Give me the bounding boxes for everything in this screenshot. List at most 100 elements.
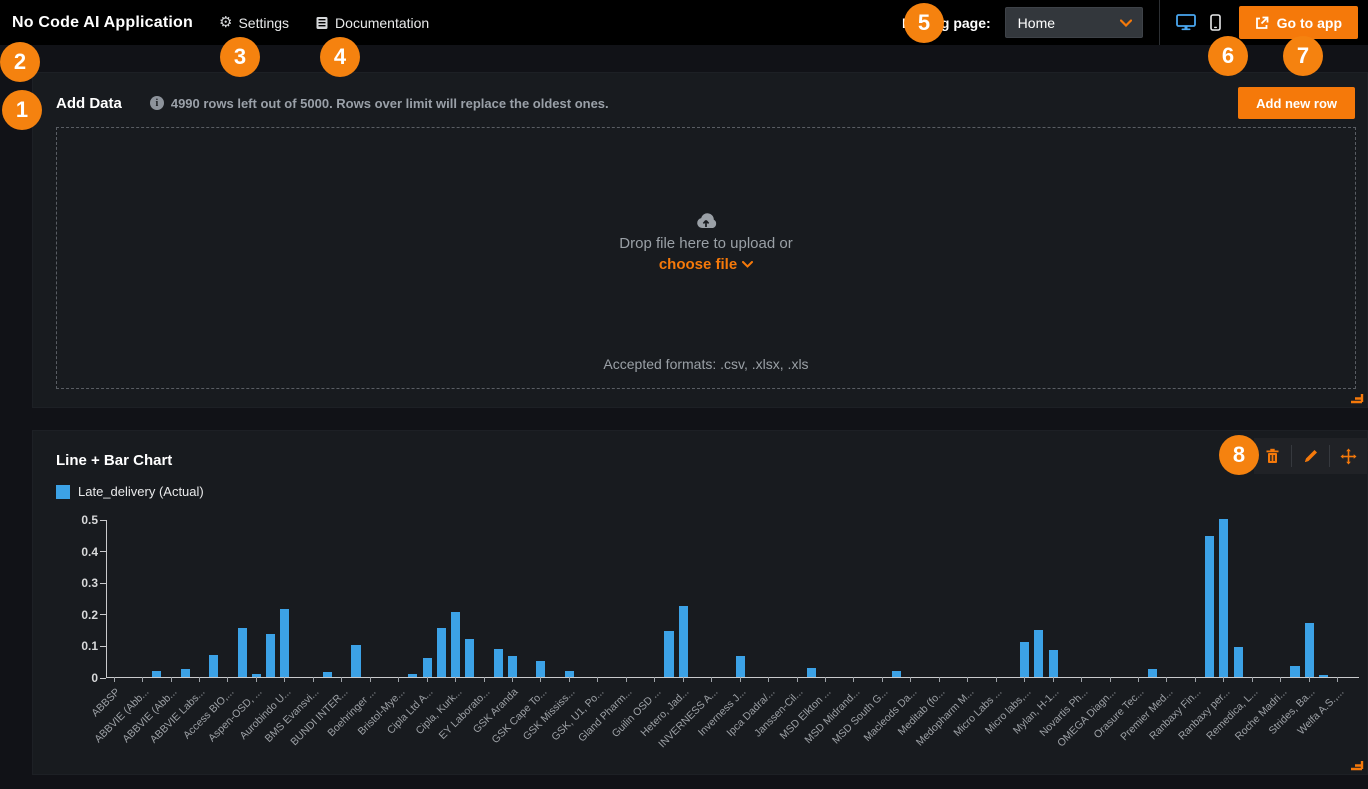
y-axis-tick-mark — [100, 677, 106, 679]
page-select-dropdown[interactable]: Home — [1004, 7, 1143, 38]
x-axis-tick-mark — [1251, 677, 1253, 682]
bar-late-delivery[interactable] — [892, 670, 902, 677]
page-select-value: Home — [1017, 14, 1056, 31]
bar-late-delivery[interactable] — [564, 671, 574, 677]
documentation-menu-item[interactable]: Documentation — [315, 15, 429, 31]
cloud-upload-icon — [693, 212, 719, 231]
x-axis-tick-mark — [1280, 677, 1282, 682]
app-title: No Code AI Application — [12, 13, 193, 31]
annotation-badge-4: 4 — [320, 37, 360, 77]
bar-late-delivery[interactable] — [678, 605, 688, 677]
bar-late-delivery[interactable] — [507, 656, 518, 677]
book-icon — [315, 16, 329, 30]
x-axis-tick-mark — [341, 677, 343, 682]
x-axis-tick-mark — [170, 677, 172, 682]
mobile-preview-icon[interactable] — [1209, 14, 1221, 31]
bar-late-delivery[interactable] — [408, 673, 418, 677]
bar-late-delivery[interactable] — [266, 634, 276, 677]
y-axis-tick-mark — [100, 551, 106, 553]
bar-late-delivery[interactable] — [209, 654, 219, 677]
y-axis-tick-mark — [100, 582, 106, 584]
x-axis-tick-mark — [1081, 677, 1083, 682]
bar-late-delivery[interactable] — [735, 656, 745, 677]
top-header: No Code AI Application ⚙ Settings Docume… — [0, 0, 1368, 45]
x-axis-tick-mark — [540, 677, 542, 682]
y-axis-tick-mark — [100, 645, 106, 647]
x-axis-tick-mark — [768, 677, 770, 682]
x-axis-tick-mark — [597, 677, 599, 682]
bar-chart-plot: 0 0.1 0.2 0.3 0.4 0.5 ABBSP ABBVIE (Abb... ABBVI… — [81, 513, 1359, 750]
x-axis-tick-mark — [369, 677, 371, 682]
move-chart-button[interactable] — [1330, 438, 1367, 474]
desktop-preview-icon[interactable] — [1175, 14, 1196, 31]
annotation-badge-8: 8 — [1219, 435, 1259, 475]
bar-late-delivery[interactable] — [152, 670, 162, 677]
bar-late-delivery[interactable] — [280, 609, 290, 677]
choose-file-button[interactable]: choose file — [659, 256, 754, 273]
x-axis-tick-mark — [824, 677, 826, 682]
bar-late-delivery[interactable] — [251, 673, 261, 677]
file-dropzone[interactable]: Drop file here to upload or choose file … — [56, 127, 1356, 389]
chevron-down-icon — [1119, 18, 1132, 27]
add-data-panel: Add Data i 4990 rows left out of 5000. R… — [32, 72, 1368, 408]
annotation-badge-7: 7 — [1283, 36, 1323, 76]
delete-chart-button[interactable] — [1254, 438, 1291, 474]
x-axis-tick-mark — [654, 677, 656, 682]
y-axis-tick-label: 0.3 — [81, 576, 98, 591]
bar-late-delivery[interactable] — [351, 645, 361, 677]
add-new-row-button[interactable]: Add new row — [1238, 87, 1355, 119]
documentation-label: Documentation — [335, 14, 430, 31]
bar-late-delivery[interactable] — [465, 639, 475, 677]
y-axis-tick-label: 0.4 — [81, 544, 98, 559]
bar-late-delivery[interactable] — [1020, 642, 1030, 677]
bar-late-delivery[interactable] — [536, 661, 546, 677]
panel-resize-handle[interactable] — [1349, 756, 1364, 771]
x-axis-tick-mark — [426, 677, 428, 682]
chart-legend[interactable]: Late_delivery (Actual) — [56, 484, 1355, 499]
y-axis-tick-mark — [100, 614, 106, 616]
bar-late-delivery[interactable] — [422, 658, 432, 677]
bar-late-delivery[interactable] — [1318, 675, 1328, 677]
bar-late-delivery[interactable] — [1048, 650, 1058, 677]
go-to-app-button[interactable]: Go to app — [1238, 6, 1358, 39]
bar-late-delivery[interactable] — [451, 612, 461, 677]
bar-late-delivery[interactable] — [436, 628, 446, 677]
gear-icon: ⚙ — [219, 14, 233, 31]
edit-chart-button[interactable] — [1292, 438, 1329, 474]
settings-menu-item[interactable]: ⚙ Settings — [219, 15, 289, 31]
bar-late-delivery[interactable] — [1034, 629, 1044, 677]
x-axis-tick-mark — [682, 677, 684, 682]
x-axis-tick-mark — [312, 677, 314, 682]
bar-late-delivery[interactable] — [1304, 623, 1314, 677]
x-axis-tick-mark — [1194, 677, 1196, 682]
bar-late-delivery[interactable] — [322, 672, 333, 677]
annotation-badge-5: 5 — [904, 3, 944, 43]
bar-late-delivery[interactable] — [493, 648, 503, 677]
x-axis-tick-mark — [1308, 677, 1310, 682]
panel-resize-handle[interactable] — [1349, 389, 1364, 404]
bar-late-delivery[interactable] — [1233, 646, 1243, 677]
x-axis-tick-mark — [1223, 677, 1225, 682]
x-axis-tick-mark — [255, 677, 257, 682]
x-axis-tick-mark — [995, 677, 997, 682]
bar-late-delivery[interactable] — [1290, 665, 1300, 677]
annotation-badge-3: 3 — [220, 37, 260, 77]
chart-toolbar — [1254, 438, 1367, 474]
x-axis-tick-mark — [910, 677, 912, 682]
x-axis-tick-mark — [142, 677, 144, 682]
x-axis-tick-mark — [796, 677, 798, 682]
bar-late-delivery[interactable] — [1148, 669, 1158, 677]
x-axis-tick-mark — [398, 677, 400, 682]
bar-late-delivery[interactable] — [1205, 536, 1215, 677]
x-axis-tick-mark — [1024, 677, 1026, 682]
x-axis-tick-mark — [1109, 677, 1111, 682]
bar-late-delivery[interactable] — [664, 631, 674, 677]
bar-late-delivery[interactable] — [180, 669, 190, 677]
bar-late-delivery[interactable] — [1219, 519, 1229, 677]
annotation-badge-1: 1 — [2, 90, 42, 130]
x-axis-tick-mark — [455, 677, 457, 682]
bar-late-delivery[interactable] — [237, 628, 247, 677]
bar-late-delivery[interactable] — [806, 667, 816, 677]
x-axis-tick-mark — [284, 677, 286, 682]
x-axis-tick-mark — [1137, 677, 1139, 682]
